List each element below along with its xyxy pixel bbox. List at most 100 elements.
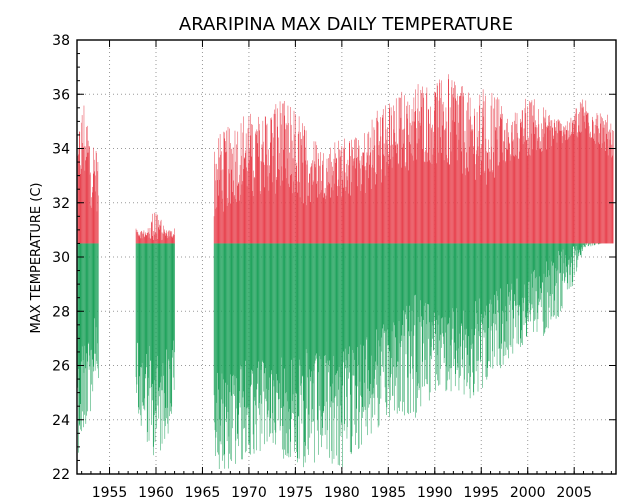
bar-above-baseline bbox=[343, 149, 345, 244]
bar-above-baseline bbox=[334, 142, 336, 244]
bar-above-baseline bbox=[456, 100, 457, 244]
bar-below-baseline bbox=[379, 243, 380, 404]
bar-above-baseline bbox=[610, 132, 611, 244]
bar-below-baseline bbox=[484, 243, 485, 312]
bar-below-baseline bbox=[344, 243, 346, 349]
bar-below-baseline bbox=[172, 243, 174, 378]
bar-below-baseline bbox=[421, 243, 423, 362]
bar-above-baseline bbox=[167, 232, 169, 244]
bar-below-baseline bbox=[477, 243, 478, 324]
bar-below-baseline bbox=[431, 243, 432, 360]
bar-above-baseline bbox=[390, 107, 392, 244]
bar-above-baseline bbox=[285, 123, 287, 244]
bar-below-baseline bbox=[478, 243, 480, 332]
bar-above-baseline bbox=[569, 122, 570, 244]
bar-above-baseline bbox=[269, 165, 270, 244]
bar-above-baseline bbox=[555, 130, 557, 244]
bar-above-baseline bbox=[441, 125, 443, 244]
bar-below-baseline bbox=[273, 243, 274, 381]
bar-below-baseline bbox=[467, 243, 469, 337]
bar-above-baseline bbox=[302, 162, 304, 244]
bar-above-baseline bbox=[473, 153, 474, 244]
bar-below-baseline bbox=[358, 243, 360, 449]
bar-below-baseline bbox=[85, 243, 87, 424]
bar-above-baseline bbox=[266, 154, 267, 244]
bar-above-baseline bbox=[560, 123, 562, 244]
bar-below-baseline bbox=[342, 243, 344, 352]
bar-below-baseline bbox=[533, 243, 535, 321]
bar-below-baseline bbox=[532, 243, 533, 288]
bar-below-baseline bbox=[579, 243, 581, 255]
bar-above-baseline bbox=[135, 228, 137, 244]
bar-below-baseline bbox=[88, 243, 90, 370]
bar-above-baseline bbox=[414, 121, 416, 244]
bar-above-baseline bbox=[447, 162, 449, 244]
bar-below-baseline bbox=[482, 243, 483, 388]
bar-above-baseline bbox=[442, 104, 443, 244]
bar-above-baseline bbox=[281, 124, 282, 244]
bar-below-baseline bbox=[270, 243, 271, 434]
bar-below-baseline bbox=[147, 243, 148, 433]
bar-below-baseline bbox=[473, 243, 475, 396]
bar-above-baseline bbox=[277, 108, 278, 244]
bar-above-baseline bbox=[349, 195, 351, 244]
bar-below-baseline bbox=[365, 243, 366, 360]
bar-above-baseline bbox=[413, 97, 415, 244]
bar-below-baseline bbox=[336, 243, 337, 374]
bar-below-baseline bbox=[499, 243, 500, 349]
bar-above-baseline bbox=[354, 139, 355, 244]
bar-above-baseline bbox=[137, 231, 139, 244]
bar-below-baseline bbox=[163, 243, 165, 421]
bar-below-baseline bbox=[377, 243, 378, 398]
bar-above-baseline bbox=[302, 123, 303, 244]
bar-above-baseline bbox=[512, 121, 513, 244]
bar-above-baseline bbox=[375, 172, 376, 244]
bar-above-baseline bbox=[402, 129, 404, 244]
bar-above-baseline bbox=[416, 159, 417, 244]
bar-above-baseline bbox=[541, 123, 542, 244]
bar-above-baseline bbox=[495, 130, 496, 244]
bar-below-baseline bbox=[94, 243, 96, 371]
bar-above-baseline bbox=[607, 114, 608, 244]
bar-above-baseline bbox=[495, 99, 497, 244]
bar-above-baseline bbox=[277, 126, 278, 244]
bar-below-baseline bbox=[364, 243, 365, 407]
bar-below-baseline bbox=[331, 243, 332, 451]
bar-above-baseline bbox=[551, 146, 552, 244]
bar-below-baseline bbox=[233, 243, 235, 386]
bar-above-baseline bbox=[308, 182, 309, 244]
bar-below-baseline bbox=[278, 243, 280, 399]
bar-above-baseline bbox=[335, 162, 337, 244]
bar-below-baseline bbox=[561, 243, 562, 252]
bar-below-baseline bbox=[145, 243, 146, 374]
x-tick-label: 1970 bbox=[231, 485, 267, 501]
bar-above-baseline bbox=[307, 160, 308, 244]
bar-below-baseline bbox=[217, 243, 219, 373]
bar-below-baseline bbox=[447, 243, 449, 325]
bar-above-baseline bbox=[138, 234, 139, 244]
bar-above-baseline bbox=[79, 132, 81, 244]
bar-below-baseline bbox=[268, 243, 270, 390]
bar-above-baseline bbox=[394, 132, 396, 244]
bar-below-baseline bbox=[309, 243, 310, 370]
bar-below-baseline bbox=[420, 243, 421, 301]
bar-below-baseline bbox=[386, 243, 388, 408]
bar-below-baseline bbox=[358, 243, 359, 450]
x-tick-label: 1985 bbox=[370, 485, 406, 501]
bar-above-baseline bbox=[151, 222, 153, 244]
bar-below-baseline bbox=[148, 243, 149, 396]
bar-below-baseline bbox=[243, 243, 245, 429]
bar-above-baseline bbox=[331, 161, 332, 244]
bar-above-baseline bbox=[459, 96, 461, 244]
bar-above-baseline bbox=[340, 150, 342, 244]
bar-above-baseline bbox=[368, 178, 369, 244]
bar-below-baseline bbox=[329, 243, 330, 458]
bar-above-baseline bbox=[401, 91, 403, 244]
bar-below-baseline bbox=[541, 243, 543, 283]
bar-above-baseline bbox=[591, 137, 593, 244]
bar-above-baseline bbox=[161, 240, 162, 244]
bar-below-baseline bbox=[237, 243, 238, 439]
bar-below-baseline bbox=[501, 243, 503, 311]
bar-above-baseline bbox=[84, 170, 86, 244]
bar-below-baseline bbox=[151, 243, 153, 388]
